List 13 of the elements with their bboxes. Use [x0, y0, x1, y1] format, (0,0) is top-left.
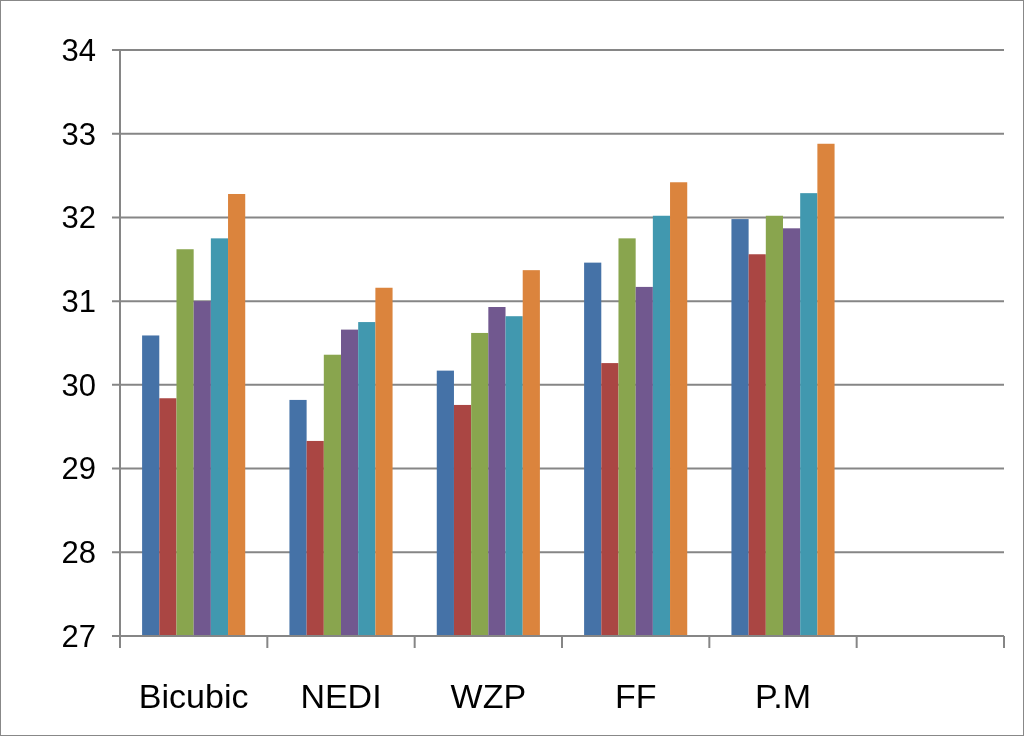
x-tick-label: Bicubic	[138, 677, 249, 715]
y-tick-label: 31	[61, 283, 96, 319]
x-tick-label: P.M	[754, 677, 812, 715]
y-tick-label: 32	[61, 200, 96, 236]
x-tick-label: NEDI	[300, 677, 382, 715]
y-tick-label: 30	[61, 367, 96, 403]
y-tick-label: 29	[61, 451, 96, 487]
y-tick-label: 28	[61, 535, 96, 571]
y-tick-label: 33	[61, 116, 96, 152]
y-tick-label: 34	[61, 32, 96, 68]
y-tick-label: 27	[61, 618, 96, 654]
x-tick-label: FF	[614, 677, 657, 715]
x-tick-label: WZP	[450, 677, 527, 715]
